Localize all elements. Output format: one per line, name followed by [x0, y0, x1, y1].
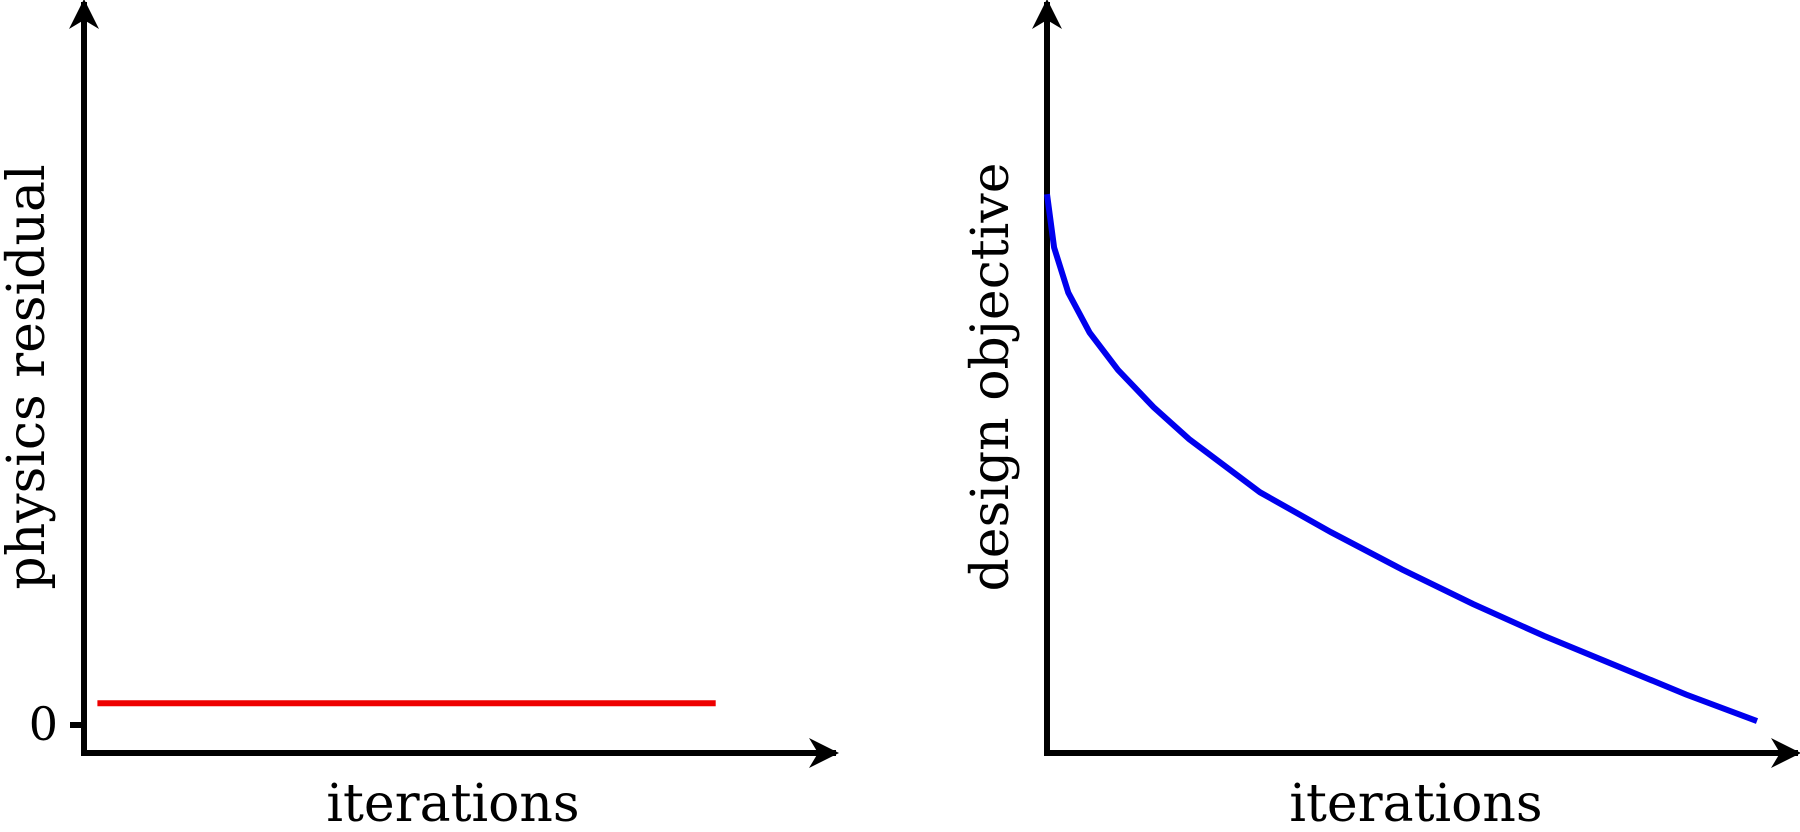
y-axis-label: design objective: [961, 163, 1021, 592]
y-tick-label-zero: 0: [29, 697, 58, 751]
y-axis-label: physics residual: [0, 164, 57, 589]
chart-design-objective: iterations design objective: [961, 0, 1800, 832]
x-axis-label: iterations: [326, 774, 579, 832]
series-line-design-objective: [1044, 193, 1759, 724]
x-axis-label: iterations: [1289, 774, 1542, 832]
chart-physics-residual: 0 iterations physics residual: [0, 0, 839, 832]
